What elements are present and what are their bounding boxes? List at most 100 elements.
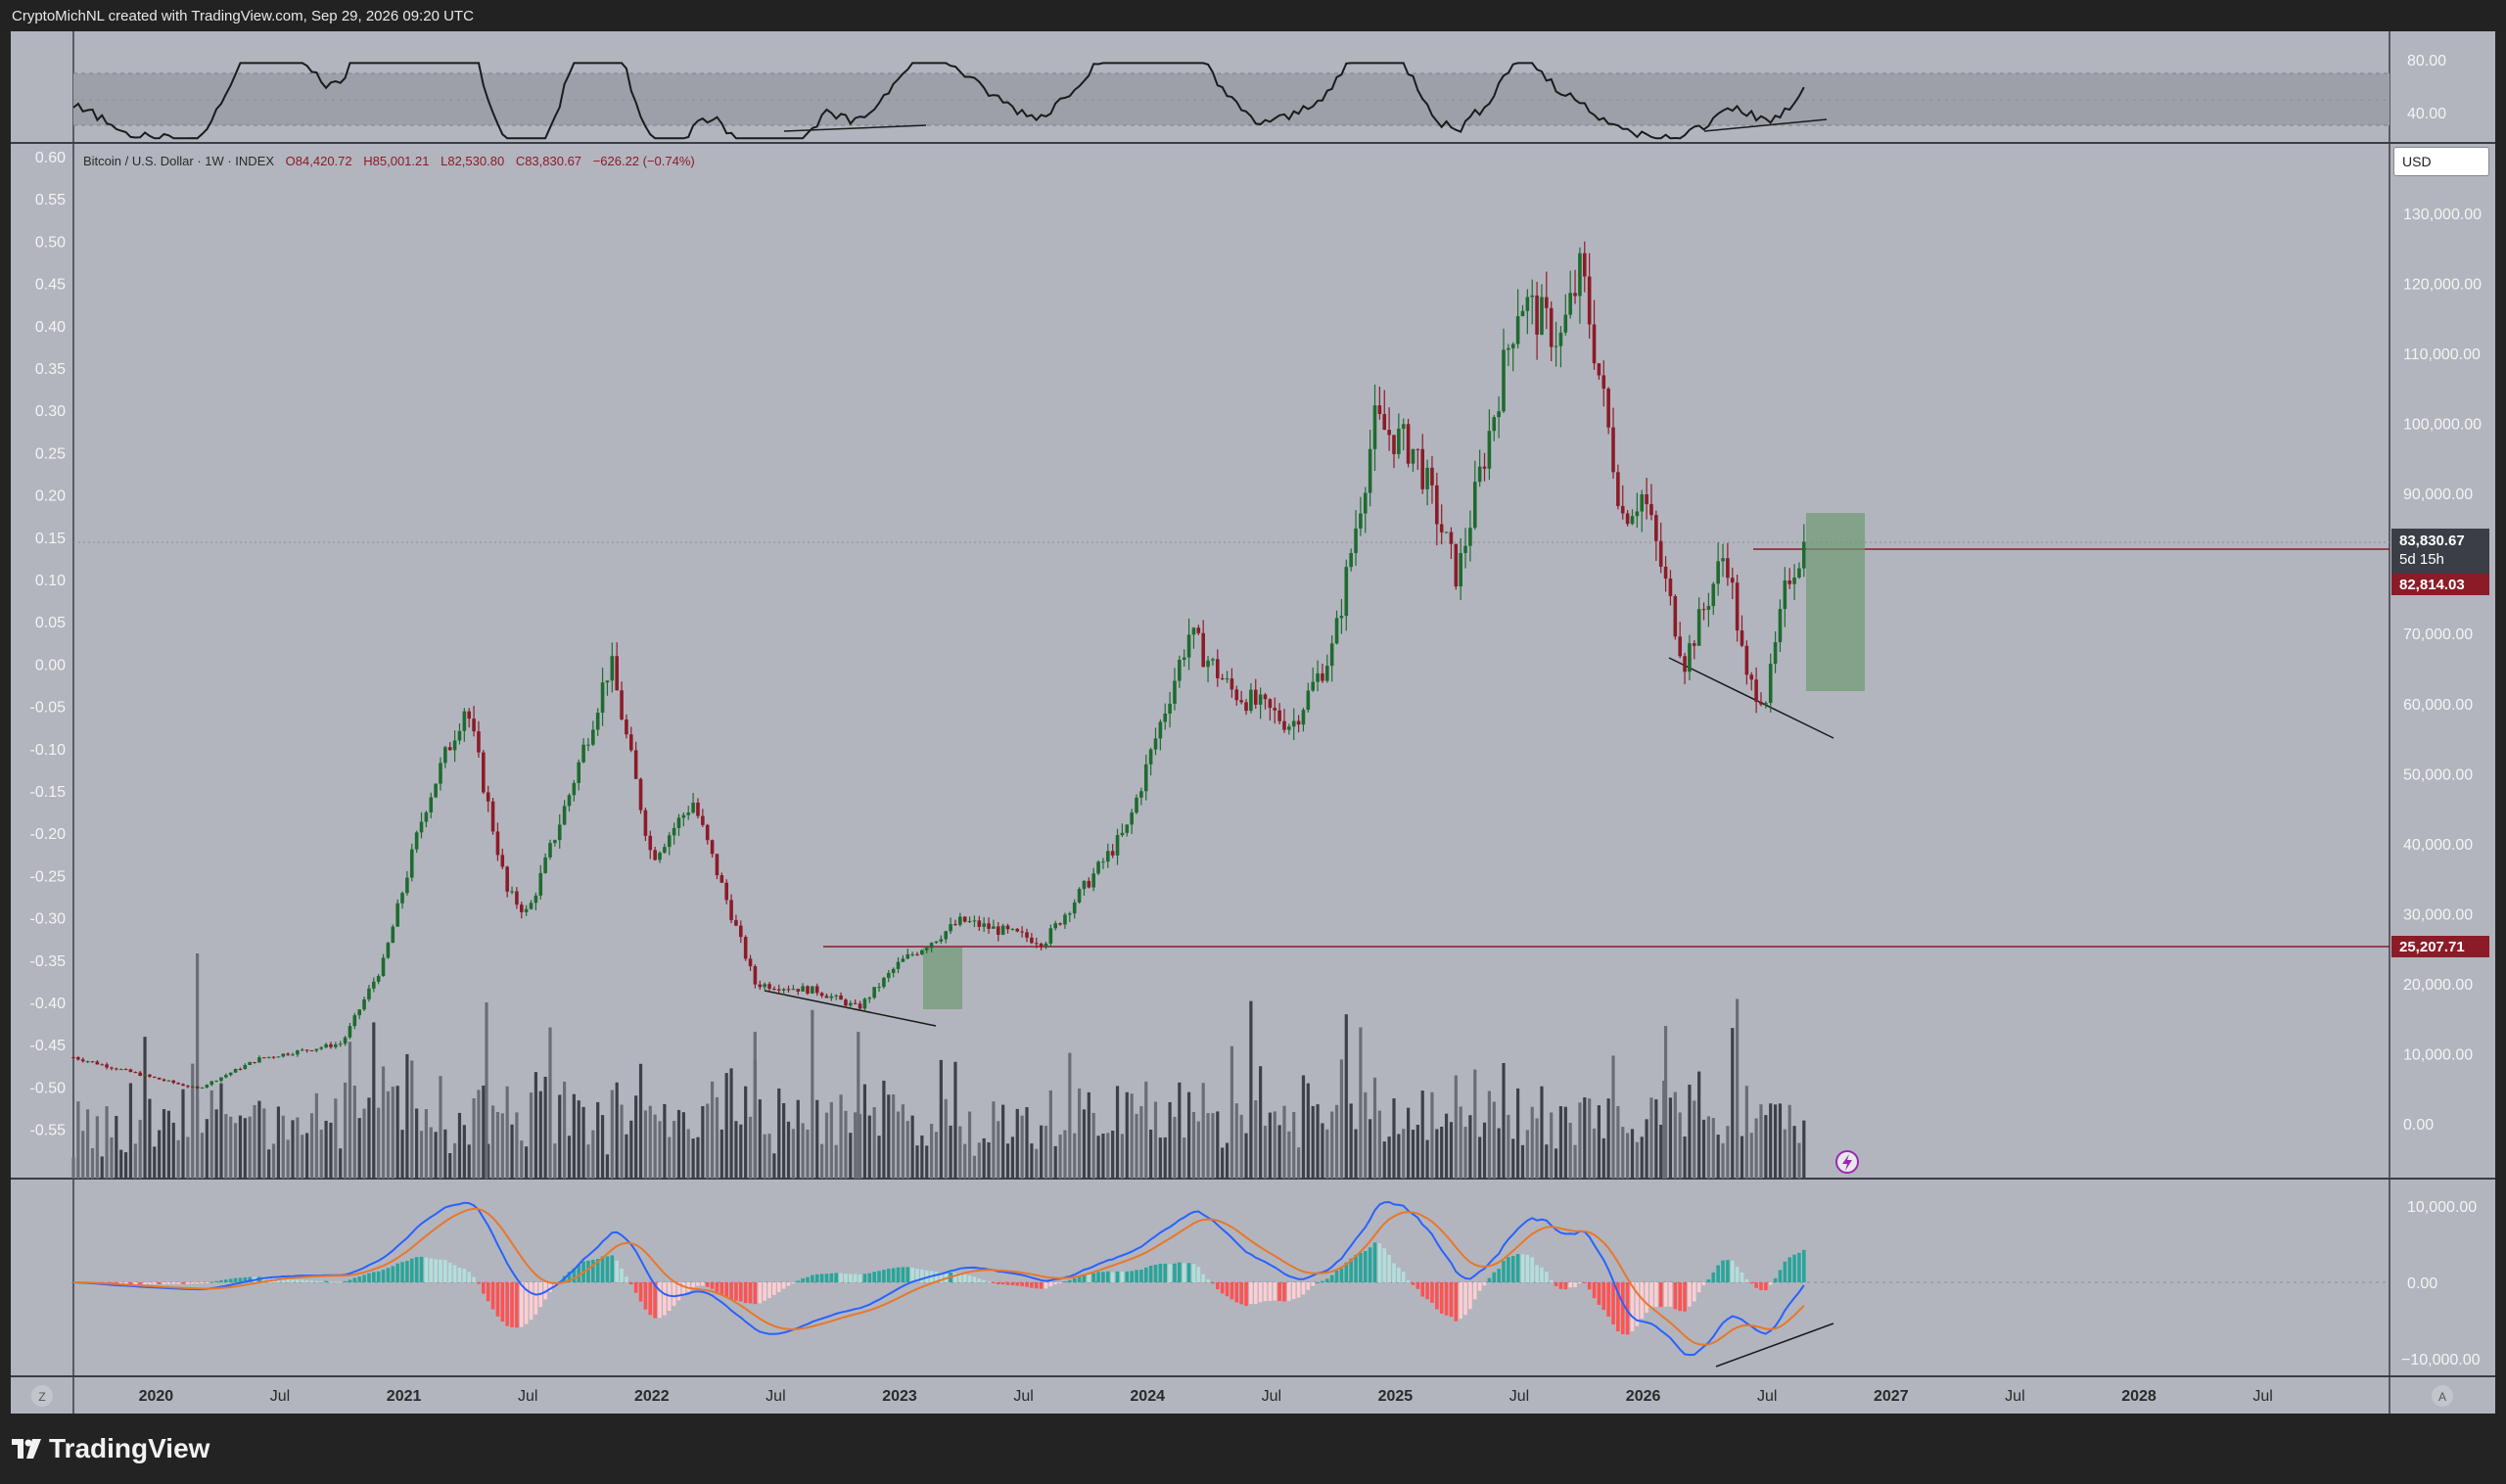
- macd-histogram-bar: [1091, 1273, 1095, 1282]
- macd-histogram-bar: [1701, 1282, 1706, 1285]
- macd-histogram-bar: [719, 1282, 724, 1295]
- macd-histogram-bar: [1253, 1282, 1258, 1305]
- left-axis-tick: 0.40: [35, 319, 66, 336]
- volume-bar: [238, 1115, 243, 1179]
- volume-bar: [887, 1094, 891, 1179]
- currency-button[interactable]: USD: [2393, 147, 2489, 176]
- volume-bar: [1369, 1119, 1372, 1179]
- candle-body: [824, 996, 829, 998]
- macd-histogram-bar: [1663, 1282, 1668, 1307]
- candle-body: [557, 824, 562, 841]
- candle-body: [1306, 690, 1311, 711]
- tradingview-logo[interactable]: TradingView: [12, 1433, 209, 1464]
- volume-bar: [643, 1110, 647, 1179]
- volume-bar: [905, 1121, 909, 1179]
- volume-bar: [362, 1108, 366, 1179]
- volume-bar: [271, 1143, 276, 1179]
- volume-bar: [1663, 1026, 1668, 1179]
- volume-bar: [1616, 1105, 1620, 1179]
- volume-bar: [1688, 1085, 1692, 1179]
- macd-histogram-bar: [743, 1282, 748, 1304]
- macd-histogram-bar: [462, 1269, 467, 1282]
- macd-histogram-bar: [1135, 1270, 1138, 1282]
- candle-body: [1321, 672, 1324, 681]
- candle-body: [538, 872, 543, 896]
- candle-body: [1726, 558, 1730, 579]
- candle-body: [829, 996, 834, 998]
- candle-body: [1377, 405, 1382, 414]
- macd-histogram-bar: [1282, 1282, 1286, 1302]
- volume-bar: [1135, 1113, 1138, 1179]
- macd-histogram-bar: [729, 1282, 733, 1300]
- candle-body: [1082, 880, 1087, 890]
- candle-body: [886, 972, 891, 978]
- volume-bar: [520, 1140, 524, 1179]
- macd-histogram-bar: [915, 1269, 919, 1282]
- macd-histogram-bar: [162, 1282, 166, 1284]
- macd-histogram-bar: [1143, 1267, 1148, 1282]
- candle-body: [400, 893, 404, 904]
- candle-body: [962, 916, 967, 922]
- candle-body: [1630, 516, 1635, 525]
- volume-bar: [744, 1086, 748, 1179]
- alert-bolt-icon[interactable]: [1835, 1150, 1859, 1174]
- macd-histogram-bar: [1802, 1249, 1806, 1282]
- macd-histogram-bar: [482, 1282, 486, 1294]
- candle-body: [1058, 923, 1062, 925]
- candle-body: [572, 782, 577, 796]
- candle-body: [1105, 851, 1110, 862]
- candle-body: [1234, 689, 1239, 701]
- volume-bar: [1706, 1116, 1711, 1179]
- legend-close: C83,830.67: [516, 154, 581, 168]
- candle-body: [1253, 689, 1258, 705]
- candle-body: [1301, 710, 1306, 725]
- macd-histogram-bar: [1168, 1264, 1172, 1282]
- candle-body: [281, 1053, 286, 1057]
- volume-bar: [1787, 1104, 1791, 1179]
- macd-histogram-bar: [181, 1282, 185, 1284]
- candle-body: [271, 1056, 276, 1058]
- macd-histogram-bar: [1640, 1282, 1645, 1319]
- time-axis[interactable]: 2020 Jul 2021 Jul 2022 Jul 2023 Jul 2024 Jul 2025 J…: [139, 1388, 2273, 1405]
- candle-body: [1139, 791, 1143, 798]
- volume-bar: [715, 1096, 719, 1179]
- volume-bar: [1073, 1133, 1077, 1179]
- macd-histogram-bar: [515, 1282, 519, 1328]
- volume-bar: [963, 1143, 967, 1179]
- auto-left-button[interactable]: Z: [31, 1385, 53, 1407]
- macd-histogram-bar: [338, 1281, 343, 1283]
- candle-body: [743, 937, 748, 959]
- volume-bar: [1082, 1109, 1087, 1179]
- volume-bar: [400, 1130, 404, 1179]
- price-axis-tick: 50,000.00: [2403, 766, 2473, 783]
- candle-body: [1329, 643, 1334, 667]
- volume-bar: [1020, 1115, 1024, 1179]
- macd-histogram-bar: [1744, 1278, 1749, 1282]
- macd-histogram-bar: [992, 1282, 996, 1283]
- macd-histogram-bar: [1087, 1274, 1091, 1282]
- candle-body: [362, 998, 366, 1010]
- macd-histogram-bar: [400, 1262, 404, 1282]
- price-pane[interactable]: 0.60 0.55 0.50 0.45 0.40 0.35 0.30 0.25 0.20 0.15…: [30, 150, 2483, 1179]
- volume-bar: [648, 1105, 652, 1179]
- candle-body: [343, 1037, 348, 1044]
- macd-histogram-bar: [490, 1282, 495, 1310]
- macd-histogram-bar: [801, 1277, 805, 1282]
- volume-bar: [105, 1106, 109, 1179]
- volume-bar: [257, 1100, 261, 1179]
- candle-body: [896, 961, 901, 969]
- macd-histogram-bar: [1688, 1282, 1692, 1307]
- chart-frame[interactable]: 80.00 40.00 0.60 0.55 0.50 0.45 0.40 0.35 0.30…: [11, 31, 2495, 1414]
- candle-body: [1616, 472, 1620, 506]
- candle-body: [867, 997, 872, 999]
- volume-bar: [1330, 1111, 1334, 1179]
- auto-scale-button[interactable]: A: [2432, 1385, 2453, 1407]
- candle-body: [996, 926, 1000, 935]
- macd-histogram-bar: [152, 1282, 157, 1284]
- candle-body: [781, 989, 786, 991]
- time-axis-label: Jul: [1757, 1388, 1777, 1405]
- time-axis-label: Jul: [766, 1388, 785, 1405]
- macd-histogram-bar: [896, 1267, 901, 1282]
- chart-canvas[interactable]: 80.00 40.00 0.60 0.55 0.50 0.45 0.40 0.35 0.30…: [11, 31, 2495, 1414]
- volume-bar: [1754, 1118, 1758, 1179]
